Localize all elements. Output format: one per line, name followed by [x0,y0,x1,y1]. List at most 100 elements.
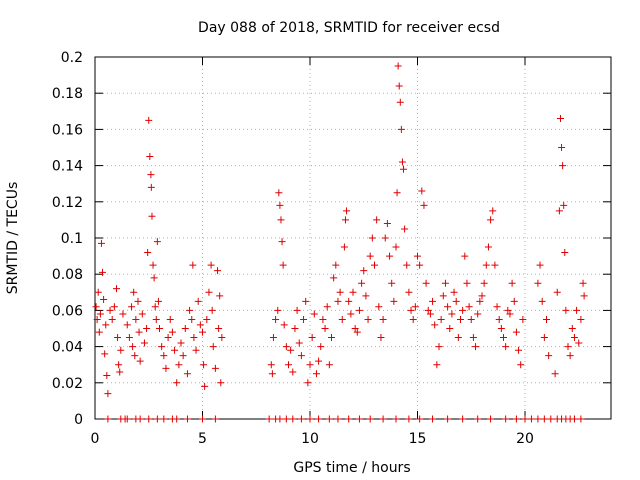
data-point [99,268,107,276]
data-point [355,415,363,423]
data-point [334,297,342,305]
data-point [420,201,428,209]
data-point [495,315,503,323]
data-point [433,361,441,369]
data-point [115,361,123,369]
data-point [393,189,401,197]
data-point [189,261,197,269]
data-point [100,296,108,304]
data-point [136,415,144,423]
data-point [143,325,151,332]
data-point [534,279,542,287]
data-point [217,379,225,387]
data-point [474,415,482,423]
data-point [95,328,103,336]
data-point [562,306,570,314]
data-point [401,225,409,233]
data-point [146,153,154,161]
data-point [186,306,194,314]
data-point [268,370,276,378]
data-point [515,346,523,354]
data-point [166,315,174,323]
data-point [366,415,374,423]
data-point [173,415,181,423]
data-point [190,334,198,342]
data-point [538,297,546,305]
data-point [444,415,452,423]
data-point [343,207,351,215]
data-point [183,415,191,423]
data-point [435,343,443,351]
data-point [381,234,389,242]
data-point [547,415,555,423]
data-point [304,379,312,387]
data-point [216,292,224,300]
data-point [555,207,563,215]
data-point [302,297,310,305]
y-tick-label: 0.14 [52,159,83,175]
data-point [480,279,488,287]
data-point [153,415,161,423]
data-point [96,310,104,318]
data-point [340,243,348,251]
y-tick-label: 0.12 [52,195,83,211]
data-point [334,415,342,423]
data-point [117,346,125,354]
y-tick-label: 0.16 [52,122,83,138]
data-point [504,306,512,314]
data-point [147,171,155,179]
data-point [476,297,484,305]
data-point [441,279,449,287]
data-point [400,165,408,173]
x-axis-label: GPS time / hours [293,460,410,476]
data-point [450,288,458,296]
data-point [196,321,204,329]
y-tick-label: 0.18 [52,86,83,102]
data-point [205,288,213,296]
data-point [125,334,133,342]
data-point [558,144,566,151]
data-point [461,252,469,260]
data-point [194,297,202,305]
data-point [158,343,166,351]
data-point [512,415,520,423]
data-point [444,303,452,311]
x-tick-label: 10 [301,431,319,447]
data-point [308,334,316,342]
data-point [160,415,168,423]
data-point [282,415,290,423]
data-point [482,261,490,269]
data-point [414,252,421,260]
data-point [291,325,299,332]
data-point [265,415,273,423]
data-point [465,303,473,311]
data-point [394,62,402,70]
data-point [108,315,116,323]
data-point [179,352,187,360]
data-point [209,343,217,351]
data-point [207,261,215,269]
data-point [386,252,394,260]
y-tick-label: 0.1 [61,231,83,247]
data-point [422,279,430,287]
data-point [319,315,327,323]
data-point [575,339,583,347]
data-point [484,243,492,251]
data-point [345,297,353,305]
axis-ticks [94,56,611,420]
data-point [214,267,222,275]
data-point [545,352,553,360]
data-point [131,352,139,360]
data-point [147,183,155,191]
y-tick-label: 0.02 [52,376,83,392]
data-point [325,415,333,423]
data-point [362,292,370,300]
data-points [92,62,588,423]
data-point [144,248,152,256]
data-point [160,352,168,360]
data-point [396,98,404,106]
data-point [364,315,372,323]
data-point [278,238,286,246]
y-tick-label: 0.04 [52,340,83,356]
data-point [106,306,114,314]
